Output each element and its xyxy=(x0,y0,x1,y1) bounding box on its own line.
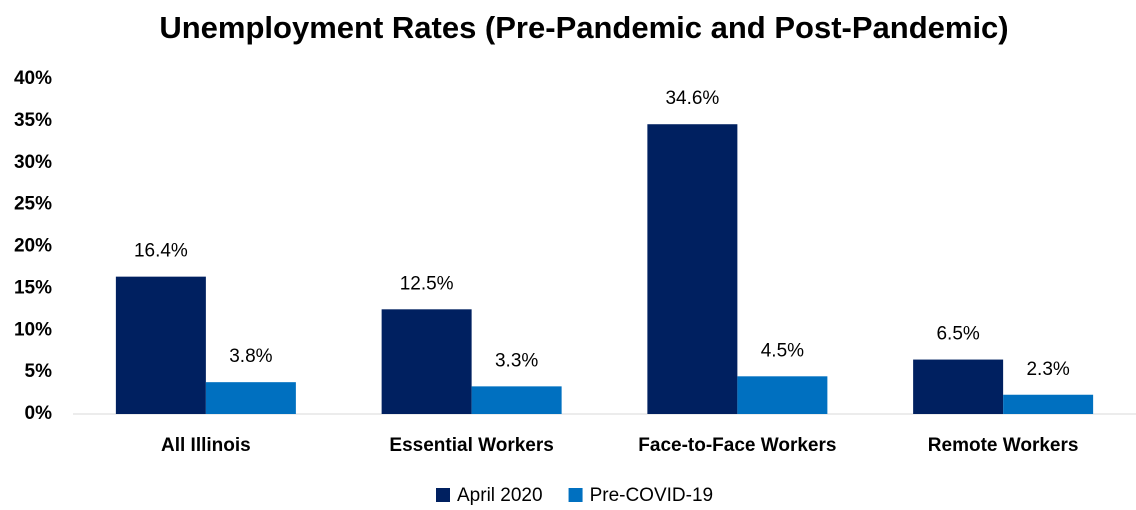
y-tick-label: 15% xyxy=(14,277,52,298)
value-label: 3.8% xyxy=(229,346,272,367)
bar xyxy=(647,124,738,414)
chart-title: Unemployment Rates (Pre-Pandemic and Pos… xyxy=(159,10,1008,45)
value-label: 6.5% xyxy=(936,324,979,345)
value-label: 34.6% xyxy=(665,88,719,109)
x-tick-label: All Illinois xyxy=(161,435,251,456)
legend-label: April 2020 xyxy=(457,485,543,506)
bar xyxy=(737,376,828,414)
value-label: 12.5% xyxy=(400,273,454,294)
x-tick-label: Face-to-Face Workers xyxy=(638,435,836,456)
y-tick-label: 20% xyxy=(14,236,52,257)
y-tick-label: 0% xyxy=(25,403,53,424)
bar xyxy=(205,382,296,414)
bar xyxy=(471,386,562,414)
legend-label: Pre-COVID-19 xyxy=(590,485,714,506)
bar xyxy=(913,359,1004,414)
y-tick-label: 35% xyxy=(14,110,52,131)
bar xyxy=(381,309,472,414)
value-label: 16.4% xyxy=(134,241,188,262)
value-label: 2.3% xyxy=(1026,359,1069,380)
value-label: 3.3% xyxy=(495,350,538,371)
y-tick-label: 30% xyxy=(14,152,52,173)
y-tick-label: 10% xyxy=(14,319,52,340)
legend-swatch xyxy=(568,488,583,502)
y-tick-label: 5% xyxy=(25,361,53,382)
x-tick-label: Remote Workers xyxy=(928,435,1079,456)
y-tick-label: 40% xyxy=(14,68,52,89)
bar xyxy=(1003,394,1094,414)
bar xyxy=(115,276,206,414)
x-tick-label: Essential Workers xyxy=(389,435,553,456)
value-label: 4.5% xyxy=(761,340,804,361)
legend-swatch xyxy=(436,488,450,502)
y-tick-label: 25% xyxy=(14,194,52,215)
